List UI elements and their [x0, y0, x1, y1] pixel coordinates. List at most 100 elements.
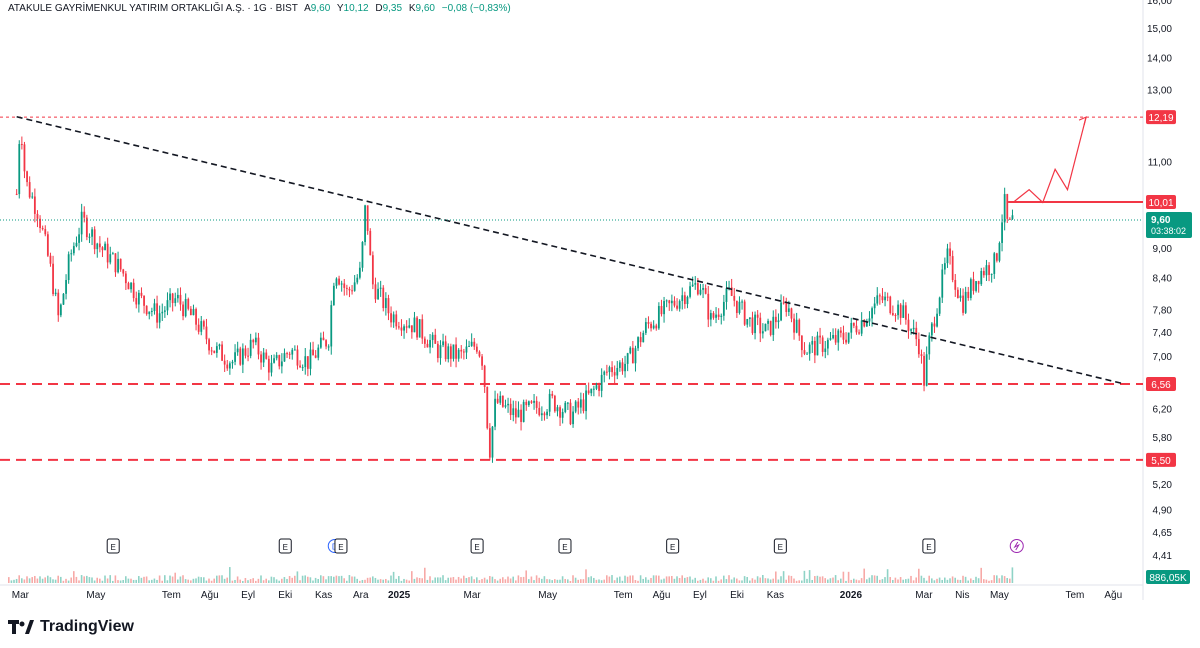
earnings-marker[interactable] [773, 538, 787, 554]
candle-body [813, 340, 816, 356]
volume-bar [190, 580, 192, 583]
candle-body [340, 283, 343, 285]
earnings-marker[interactable] [470, 538, 484, 554]
x-tick-label: Nis [955, 590, 969, 601]
volume-bar [476, 577, 478, 583]
candle-body [57, 292, 60, 316]
candle-body [858, 332, 860, 334]
volume-bar [886, 569, 889, 583]
candle-body [613, 372, 616, 376]
volume-bar [49, 577, 52, 583]
volume-bar [548, 579, 551, 583]
volume-bar [57, 575, 59, 583]
candle-body [665, 300, 668, 302]
volume-bar [600, 580, 603, 583]
volume-bar [707, 577, 709, 583]
volume-bar [925, 580, 928, 583]
candle-body [119, 258, 122, 270]
earnings-marker[interactable] [922, 538, 936, 554]
candle-body [743, 301, 746, 325]
candle-body [358, 267, 361, 278]
candle-body [514, 408, 517, 418]
volume-bar [268, 580, 270, 583]
candle-body [494, 398, 496, 427]
candle-body [579, 399, 582, 408]
candle-body [288, 353, 291, 355]
candle-body [382, 287, 385, 309]
candle-body [702, 288, 704, 290]
x-tick-label: May [86, 590, 105, 601]
y-tick-label: 7,40 [1153, 328, 1173, 339]
volume-bar [915, 577, 917, 583]
volume-bar [153, 578, 156, 583]
volume-bar [873, 575, 876, 583]
candle-body [192, 309, 195, 316]
candle-body [1008, 218, 1011, 220]
candle-body [660, 306, 663, 315]
volume-bar [985, 579, 988, 583]
volume-bar [876, 575, 878, 583]
volume-bar [28, 578, 31, 583]
candle-body [663, 301, 665, 315]
candle-body [182, 304, 184, 317]
candle-body [540, 413, 543, 416]
candle-body [254, 337, 257, 343]
volume-bar [255, 580, 257, 583]
volume-bar [249, 579, 252, 583]
candle-body [78, 234, 80, 243]
candle-body [772, 316, 775, 335]
volume-bar [509, 578, 512, 583]
candle-body [790, 308, 793, 319]
trendline[interactable] [16, 115, 1125, 385]
volume-bar [486, 579, 488, 583]
earnings-marker[interactable] [278, 538, 292, 554]
last-price-value: 9,60 [1151, 215, 1171, 226]
candle-body [657, 306, 660, 329]
candle-body [798, 319, 801, 336]
tradingview-brand[interactable]: TradingView [8, 618, 134, 636]
candle-body [416, 317, 418, 338]
volume-bar [335, 575, 338, 583]
candle-body [132, 282, 135, 299]
earnings-marker[interactable] [666, 538, 680, 554]
candle-body [442, 341, 444, 346]
candle-body [148, 311, 151, 315]
earnings-marker-label: E [778, 543, 783, 552]
tradingview-wordmark: TradingView [40, 618, 134, 635]
volume-bar [525, 570, 527, 583]
volume-bar [725, 579, 728, 583]
volume-bar [457, 576, 460, 583]
volume-bar [67, 580, 70, 583]
candle-body [759, 317, 762, 334]
earnings-marker[interactable] [106, 538, 120, 554]
volume-bar [333, 576, 335, 583]
volume-bar [374, 577, 377, 583]
candle-body [241, 348, 244, 365]
volume-bar [320, 575, 322, 583]
earnings-marker-label: E [338, 543, 343, 552]
volume-bar [619, 576, 621, 583]
volume-bar [431, 580, 434, 583]
volume-bar [392, 571, 395, 583]
projection-path[interactable] [1012, 116, 1087, 204]
candle-body [652, 325, 655, 329]
volume-bar [104, 575, 106, 583]
candle-body [912, 327, 915, 330]
volume-bar [616, 577, 618, 583]
earnings-marker[interactable] [334, 538, 348, 554]
volume-bar [946, 579, 949, 583]
candle-body [985, 265, 988, 276]
candle-body [273, 358, 275, 363]
candle-body [366, 205, 369, 231]
candle-body [239, 348, 242, 365]
candle-body [262, 352, 265, 363]
volume-bar [314, 577, 317, 583]
candle-body [28, 182, 31, 198]
candle-body [850, 322, 853, 333]
volume-bar [811, 579, 813, 583]
candle-body [215, 346, 218, 353]
candle-body [717, 314, 720, 317]
candle-body [226, 364, 229, 369]
earnings-marker[interactable] [558, 538, 572, 554]
